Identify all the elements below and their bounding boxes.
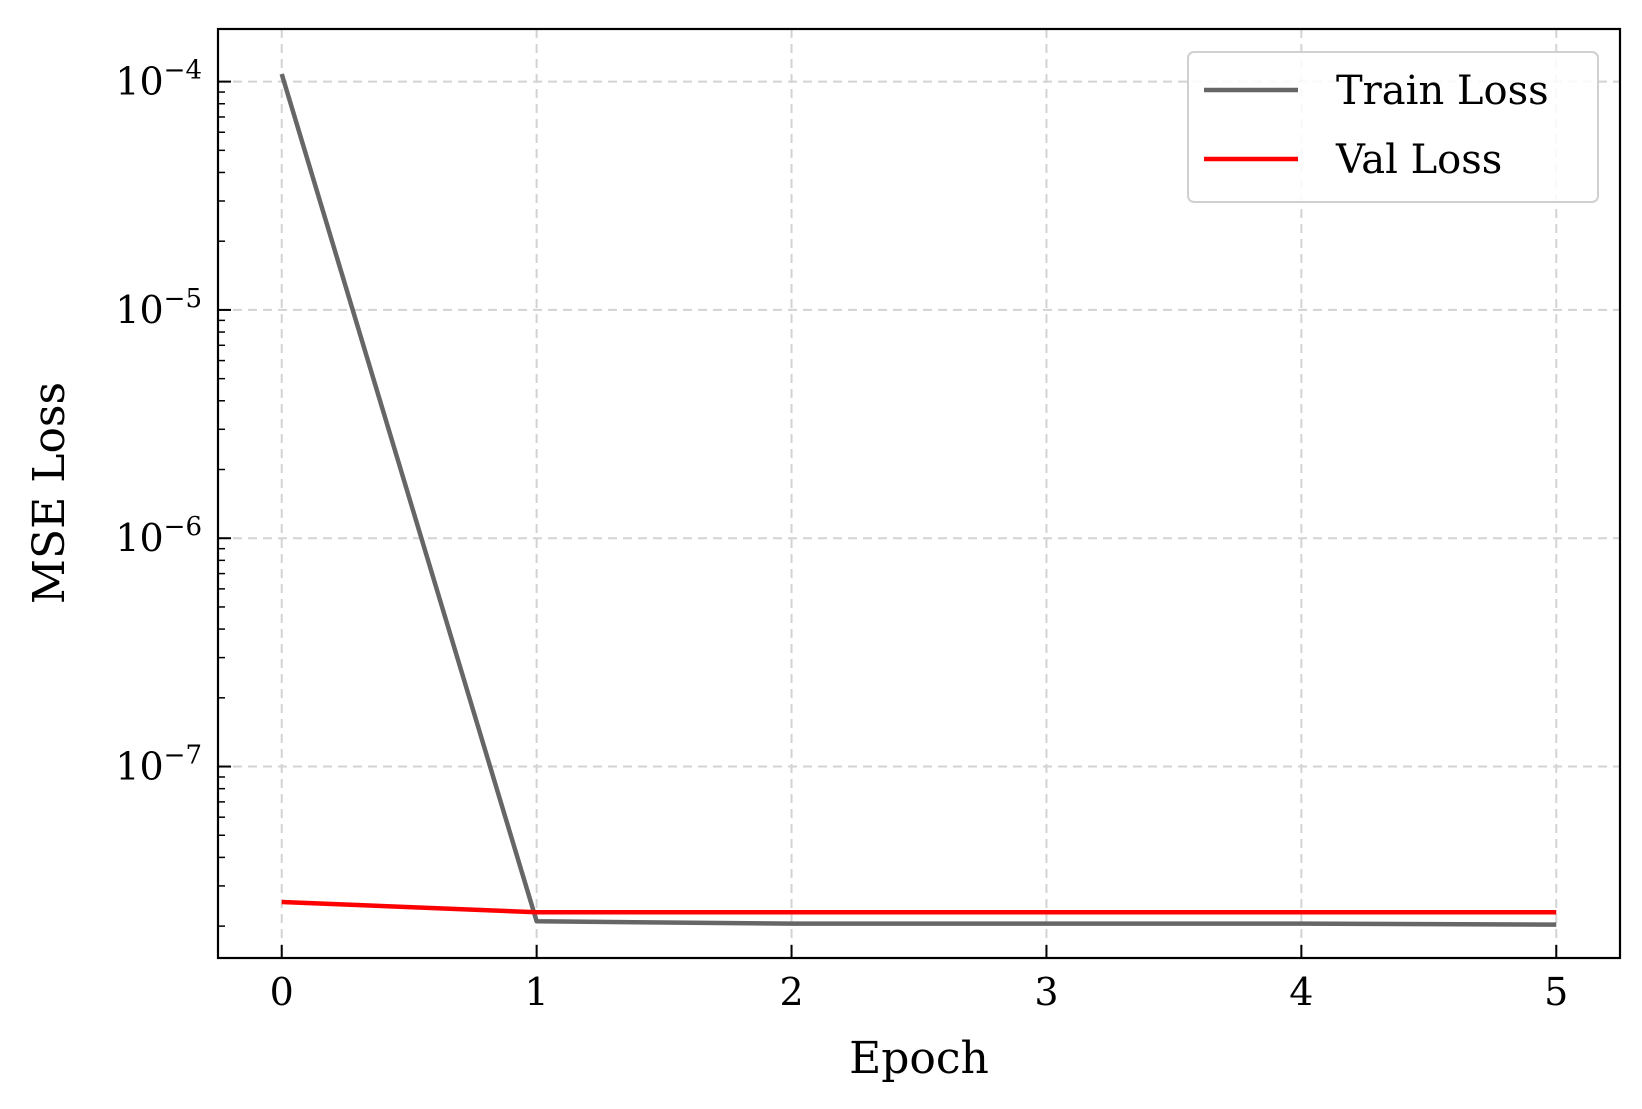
y-tick-label: 10−4 bbox=[115, 56, 202, 104]
x-tick-label: 3 bbox=[1034, 970, 1058, 1014]
y-tick-base: 10 bbox=[115, 60, 163, 104]
plot-frame bbox=[216, 27, 1622, 960]
legend: Train Loss Val Loss bbox=[1187, 51, 1599, 203]
y-tick-exponent: −4 bbox=[164, 56, 202, 86]
y-axis-title: MSE Loss bbox=[24, 382, 75, 604]
y-tick-base: 10 bbox=[115, 516, 163, 560]
axis-ticks bbox=[218, 80, 1558, 958]
y-tick-label: 10−6 bbox=[115, 512, 202, 560]
x-tick-label: 0 bbox=[270, 970, 294, 1014]
x-tick-label: 4 bbox=[1289, 970, 1313, 1014]
y-tick-exponent: −6 bbox=[164, 512, 202, 542]
x-tick-label: 5 bbox=[1544, 970, 1568, 1014]
y-tick-label: 10−7 bbox=[115, 741, 202, 789]
legend-label: Val Loss bbox=[1335, 137, 1502, 183]
y-tick-base: 10 bbox=[115, 288, 163, 332]
y-tick-base: 10 bbox=[115, 745, 163, 789]
series-line bbox=[279, 73, 1557, 927]
series-line bbox=[281, 899, 1557, 915]
x-axis-title: Epoch bbox=[849, 1033, 989, 1084]
x-tick-label: 2 bbox=[779, 970, 803, 1014]
series-lines bbox=[279, 73, 1557, 927]
y-tick-exponent: −7 bbox=[164, 741, 202, 771]
x-tick-label: 1 bbox=[525, 970, 549, 1014]
legend-label: Train Loss bbox=[1336, 68, 1549, 114]
y-tick-label: 10−5 bbox=[115, 284, 202, 332]
y-tick-exponent: −5 bbox=[164, 284, 202, 314]
tick-labels: 0 1 2 3 4 510−410−510−610−7 bbox=[115, 56, 1568, 1014]
